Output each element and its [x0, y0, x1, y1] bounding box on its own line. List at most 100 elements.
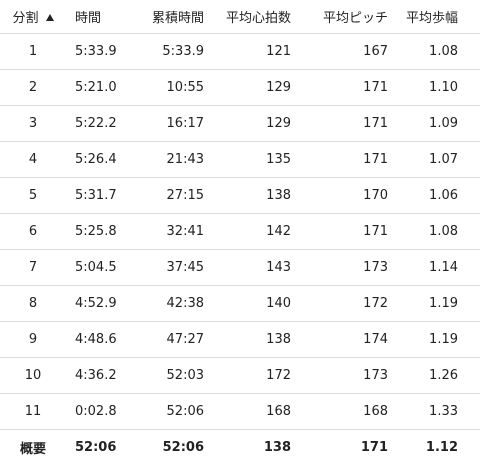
cell-split: 2 — [0, 70, 66, 106]
column-header-cumulative-time-label: 累積時間 — [152, 11, 204, 26]
cell-avg-cadence: 171 — [293, 142, 390, 178]
cell-time: 5:31.7 — [66, 178, 124, 214]
splits-table-header: 分割 時間 累積時間 平均心拍数 平均ピッチ 平均歩幅 — [0, 0, 480, 34]
cell-time: 0:02.8 — [66, 394, 124, 430]
summary-time: 52:06 — [66, 430, 124, 465]
summary-cumulative-time: 52:06 — [124, 430, 206, 465]
cell-avg-hr: 142 — [206, 214, 293, 250]
cell-split: 3 — [0, 106, 66, 142]
header-row: 分割 時間 累積時間 平均心拍数 平均ピッチ 平均歩幅 — [0, 0, 480, 34]
cell-cumulative-time: 52:03 — [124, 358, 206, 394]
cell-avg-hr: 129 — [206, 70, 293, 106]
cell-split: 7 — [0, 250, 66, 286]
cell-time: 5:25.8 — [66, 214, 124, 250]
cell-avg-cadence: 171 — [293, 106, 390, 142]
cell-avg-hr: 138 — [206, 322, 293, 358]
cell-cumulative-time: 42:38 — [124, 286, 206, 322]
cell-cumulative-time: 37:45 — [124, 250, 206, 286]
sort-ascending-icon — [46, 14, 54, 21]
cell-avg-cadence: 170 — [293, 178, 390, 214]
cell-avg-stride: 1.10 — [390, 70, 480, 106]
summary-avg-stride: 1.12 — [390, 430, 480, 465]
cell-avg-stride: 1.33 — [390, 394, 480, 430]
cell-split: 6 — [0, 214, 66, 250]
column-header-cumulative-time[interactable]: 累積時間 — [124, 0, 206, 34]
cell-cumulative-time: 16:17 — [124, 106, 206, 142]
cell-avg-hr: 140 — [206, 286, 293, 322]
cell-avg-stride: 1.08 — [390, 34, 480, 70]
column-header-avg-stride[interactable]: 平均歩幅 — [390, 0, 480, 34]
column-header-avg-hr-label: 平均心拍数 — [226, 11, 291, 26]
cell-time: 5:33.9 — [66, 34, 124, 70]
cell-avg-hr: 138 — [206, 178, 293, 214]
cell-split: 5 — [0, 178, 66, 214]
column-header-split[interactable]: 分割 — [0, 0, 66, 34]
cell-avg-cadence: 171 — [293, 214, 390, 250]
column-header-avg-stride-label: 平均歩幅 — [406, 11, 458, 26]
column-header-avg-cadence[interactable]: 平均ピッチ — [293, 0, 390, 34]
cell-cumulative-time: 32:41 — [124, 214, 206, 250]
cell-avg-stride: 1.06 — [390, 178, 480, 214]
cell-avg-stride: 1.08 — [390, 214, 480, 250]
cell-avg-stride: 1.07 — [390, 142, 480, 178]
cell-avg-stride: 1.19 — [390, 322, 480, 358]
cell-avg-stride: 1.14 — [390, 250, 480, 286]
cell-time: 5:21.0 — [66, 70, 124, 106]
column-header-split-label: 分割 — [12, 11, 38, 26]
cell-split: 9 — [0, 322, 66, 358]
cell-avg-hr: 143 — [206, 250, 293, 286]
cell-time: 5:04.5 — [66, 250, 124, 286]
cell-split: 4 — [0, 142, 66, 178]
cell-avg-hr: 168 — [206, 394, 293, 430]
cell-avg-hr: 121 — [206, 34, 293, 70]
cell-avg-cadence: 168 — [293, 394, 390, 430]
cell-avg-hr: 129 — [206, 106, 293, 142]
cell-cumulative-time: 21:43 — [124, 142, 206, 178]
column-header-time[interactable]: 時間 — [66, 0, 124, 34]
cell-time: 4:48.6 — [66, 322, 124, 358]
summary-avg-cadence: 171 — [293, 430, 390, 465]
cell-avg-hr: 135 — [206, 142, 293, 178]
cell-avg-hr: 172 — [206, 358, 293, 394]
cell-cumulative-time: 10:55 — [124, 70, 206, 106]
cell-split: 8 — [0, 286, 66, 322]
cell-avg-cadence: 174 — [293, 322, 390, 358]
cell-time: 4:52.9 — [66, 286, 124, 322]
cell-time: 4:36.2 — [66, 358, 124, 394]
column-header-time-label: 時間 — [75, 11, 101, 26]
cell-avg-stride: 1.09 — [390, 106, 480, 142]
cell-avg-cadence: 172 — [293, 286, 390, 322]
cell-cumulative-time: 47:27 — [124, 322, 206, 358]
cell-avg-cadence: 171 — [293, 70, 390, 106]
cell-cumulative-time: 52:06 — [124, 394, 206, 430]
cell-split: 11 — [0, 394, 66, 430]
column-header-avg-cadence-label: 平均ピッチ — [323, 11, 388, 26]
cell-avg-cadence: 173 — [293, 358, 390, 394]
cell-cumulative-time: 27:15 — [124, 178, 206, 214]
summary-label: 概要 — [0, 430, 66, 465]
cell-avg-stride: 1.26 — [390, 358, 480, 394]
cell-cumulative-time: 5:33.9 — [124, 34, 206, 70]
summary-row: 概要 52:06 52:06 138 171 1.12 — [0, 430, 480, 465]
cell-avg-stride: 1.19 — [390, 286, 480, 322]
cell-split: 1 — [0, 34, 66, 70]
summary-avg-hr: 138 — [206, 430, 293, 465]
cell-time: 5:26.4 — [66, 142, 124, 178]
cell-avg-cadence: 167 — [293, 34, 390, 70]
cell-time: 5:22.2 — [66, 106, 124, 142]
column-header-avg-hr[interactable]: 平均心拍数 — [206, 0, 293, 34]
cell-avg-cadence: 173 — [293, 250, 390, 286]
